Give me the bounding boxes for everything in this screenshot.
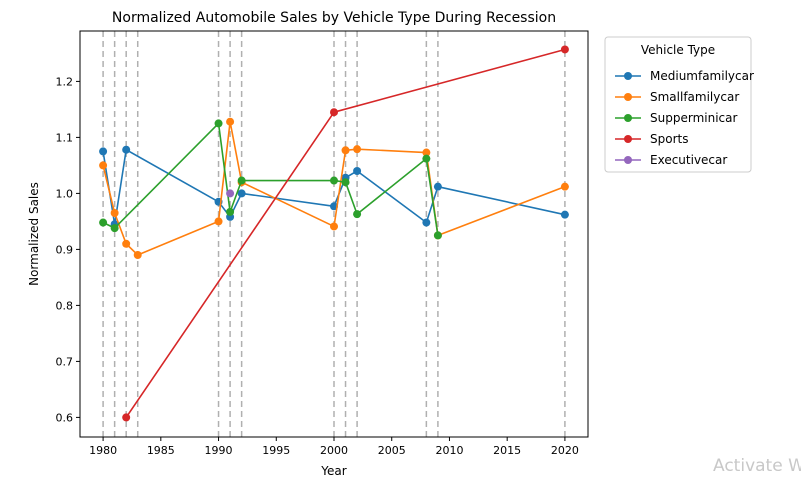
data-point-supperminicar <box>330 176 338 185</box>
legend-title: Vehicle Type <box>641 43 715 57</box>
data-point-supperminicar <box>422 154 431 163</box>
legend-label: Supperminicar <box>650 111 737 125</box>
legend-item-supperminicar: Supperminicar <box>615 111 737 125</box>
data-point-smallfamilycar <box>122 239 131 248</box>
data-point-mediumfamilycar <box>422 218 431 227</box>
recession-lines <box>102 31 566 437</box>
series-layer <box>99 45 569 422</box>
legend-item-executivecar: Executivecar <box>615 153 727 167</box>
legend: Vehicle Type Mediumfamilycar Smallfamilyc… <box>604 36 754 173</box>
legend-label: Smallfamilycar <box>650 90 739 104</box>
y-tick-label: 0.6 <box>56 411 74 424</box>
legend-label: Sports <box>650 132 688 146</box>
series-smallfamilycar <box>99 117 569 259</box>
y-tick-label: 0.8 <box>56 299 74 312</box>
y-tick-label: 0.7 <box>56 355 74 368</box>
x-axis: 1980 1985 1990 1995 2000 2005 2010 2015 2020 <box>89 437 579 457</box>
series-executivecar <box>226 189 235 198</box>
data-point-smallfamilycar <box>341 146 350 155</box>
data-point-mediumfamilycar <box>237 189 246 198</box>
data-point-smallfamilycar <box>110 209 119 217</box>
x-tick-label: 1995 <box>262 444 290 457</box>
data-point-smallfamilycar <box>330 222 338 231</box>
x-axis-label: Year <box>320 464 346 478</box>
legend-marker <box>624 135 632 143</box>
chart-title: Normalized Automobile Sales by Vehicle T… <box>112 10 556 26</box>
data-point-mediumfamilycar <box>353 167 362 175</box>
data-point-mediumfamilycar <box>433 182 442 191</box>
data-point-smallfamilycar <box>214 217 223 226</box>
x-tick-label: 1985 <box>147 444 175 457</box>
legend-label: Executivecar <box>650 153 727 167</box>
x-tick-label: 2000 <box>320 444 348 457</box>
data-point-supperminicar <box>237 176 246 185</box>
x-tick-label: 2015 <box>493 444 521 457</box>
data-point-smallfamilycar <box>422 148 431 157</box>
y-tick-label: 1.0 <box>56 187 74 200</box>
data-point-supperminicar <box>214 119 223 128</box>
data-point-sports <box>330 108 338 117</box>
x-tick-label: 1980 <box>89 444 117 457</box>
data-point-mediumfamilycar <box>560 210 569 219</box>
data-point-executivecar <box>226 189 235 198</box>
series-supperminicar <box>99 119 442 240</box>
data-point-supperminicar <box>99 218 108 227</box>
y-tick-label: 0.9 <box>56 243 74 256</box>
data-point-supperminicar <box>353 210 362 219</box>
data-point-supperminicar <box>226 207 235 216</box>
data-point-supperminicar <box>433 231 442 240</box>
legend-marker <box>624 93 632 101</box>
data-point-sports <box>122 413 131 422</box>
legend-marker <box>624 72 632 80</box>
series-line-mediumfamilycar <box>102 148 566 225</box>
legend-label: Mediumfamilycar <box>650 69 754 83</box>
legend-frame <box>604 36 752 173</box>
data-point-smallfamilycar <box>226 117 235 126</box>
y-tick-label: 1.1 <box>56 131 74 144</box>
x-tick-label: 2020 <box>551 444 579 457</box>
data-point-mediumfamilycar <box>122 145 131 154</box>
y-axis: 0.6 0.7 0.8 0.9 1.0 1.1 1.2 <box>56 75 80 424</box>
data-point-smallfamilycar <box>353 145 362 154</box>
data-point-supperminicar <box>341 178 350 187</box>
legend-item-sports: Sports <box>615 132 688 146</box>
data-point-supperminicar <box>110 224 119 233</box>
legend-marker <box>624 114 632 122</box>
y-axis-label: Normalized Sales <box>27 182 41 286</box>
x-tick-label: 2005 <box>378 444 406 457</box>
data-point-smallfamilycar <box>560 182 569 191</box>
legend-item-mediumfamilycar: Mediumfamilycar <box>615 69 754 83</box>
x-tick-label: 1990 <box>205 444 233 457</box>
x-tick-label: 2010 <box>435 444 463 457</box>
data-point-smallfamilycar <box>99 161 108 170</box>
series-line-supperminicar <box>102 122 439 236</box>
y-tick-label: 1.2 <box>56 75 74 88</box>
legend-marker <box>624 156 632 164</box>
activate-windows-watermark: Activate W <box>713 456 801 476</box>
legend-item-smallfamilycar: Smallfamilycar <box>615 90 739 104</box>
data-point-sports <box>560 45 569 54</box>
data-point-mediumfamilycar <box>99 147 108 156</box>
series-sports <box>122 45 569 422</box>
data-point-smallfamilycar <box>133 251 142 259</box>
